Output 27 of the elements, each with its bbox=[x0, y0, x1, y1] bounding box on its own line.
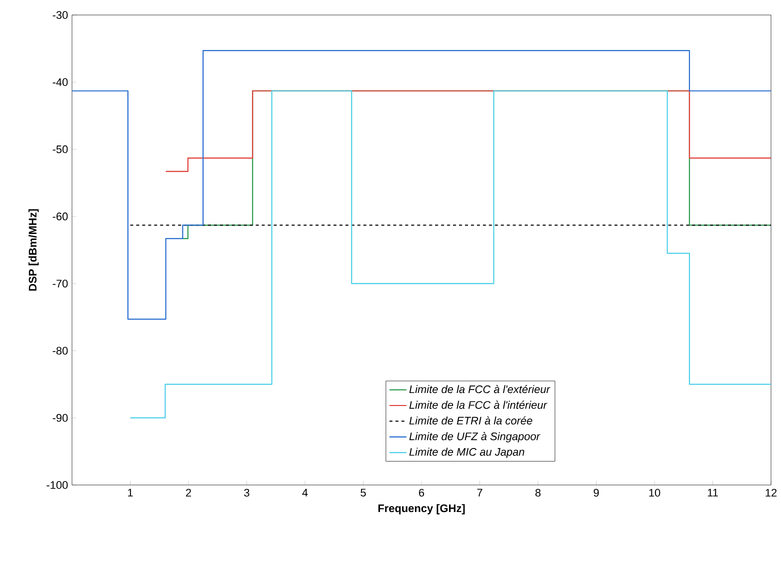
y-tick-label: -90 bbox=[52, 414, 68, 422]
x-tick-label: 6 bbox=[419, 488, 424, 497]
legend-label: Limite de la FCC à l'extérieur bbox=[409, 384, 550, 394]
x-tick-label: 12 bbox=[766, 488, 777, 497]
y-tick-label: -70 bbox=[52, 280, 68, 288]
x-tick-label: 2 bbox=[186, 488, 191, 497]
y-tick-label: -80 bbox=[52, 346, 68, 355]
x-tick-label: 9 bbox=[594, 488, 599, 497]
x-tick-label: 11 bbox=[708, 488, 718, 496]
x-tick-label: 3 bbox=[244, 488, 250, 497]
x-tick-label: 10 bbox=[649, 488, 660, 497]
y-tick-label: -60 bbox=[52, 212, 68, 220]
x-tick-label: 5 bbox=[360, 488, 366, 496]
y-tick-label: -30 bbox=[52, 11, 68, 19]
x-tick-label: 1 bbox=[128, 488, 133, 496]
x-tick-label: 4 bbox=[302, 488, 308, 496]
x-tick-label: 7 bbox=[477, 488, 482, 496]
x-axis-title: Frequency [GHz] bbox=[378, 504, 465, 514]
legend-label: Limite de MIC au Japan bbox=[409, 448, 524, 458]
x-tick-label: 8 bbox=[535, 488, 541, 497]
legend-label: Limite de la FCC à l'intérieur bbox=[409, 400, 548, 409]
y-tick-label: -100 bbox=[46, 481, 68, 489]
y-tick-label: -40 bbox=[52, 78, 68, 86]
y-tick-label: -50 bbox=[52, 145, 68, 154]
y-axis-title: DSP [dBm/MHz] bbox=[28, 209, 39, 291]
legend-label: Limite de ETRI à la corée bbox=[409, 416, 532, 425]
legend-label: Limite de UFZ à Singapoor bbox=[409, 432, 540, 442]
